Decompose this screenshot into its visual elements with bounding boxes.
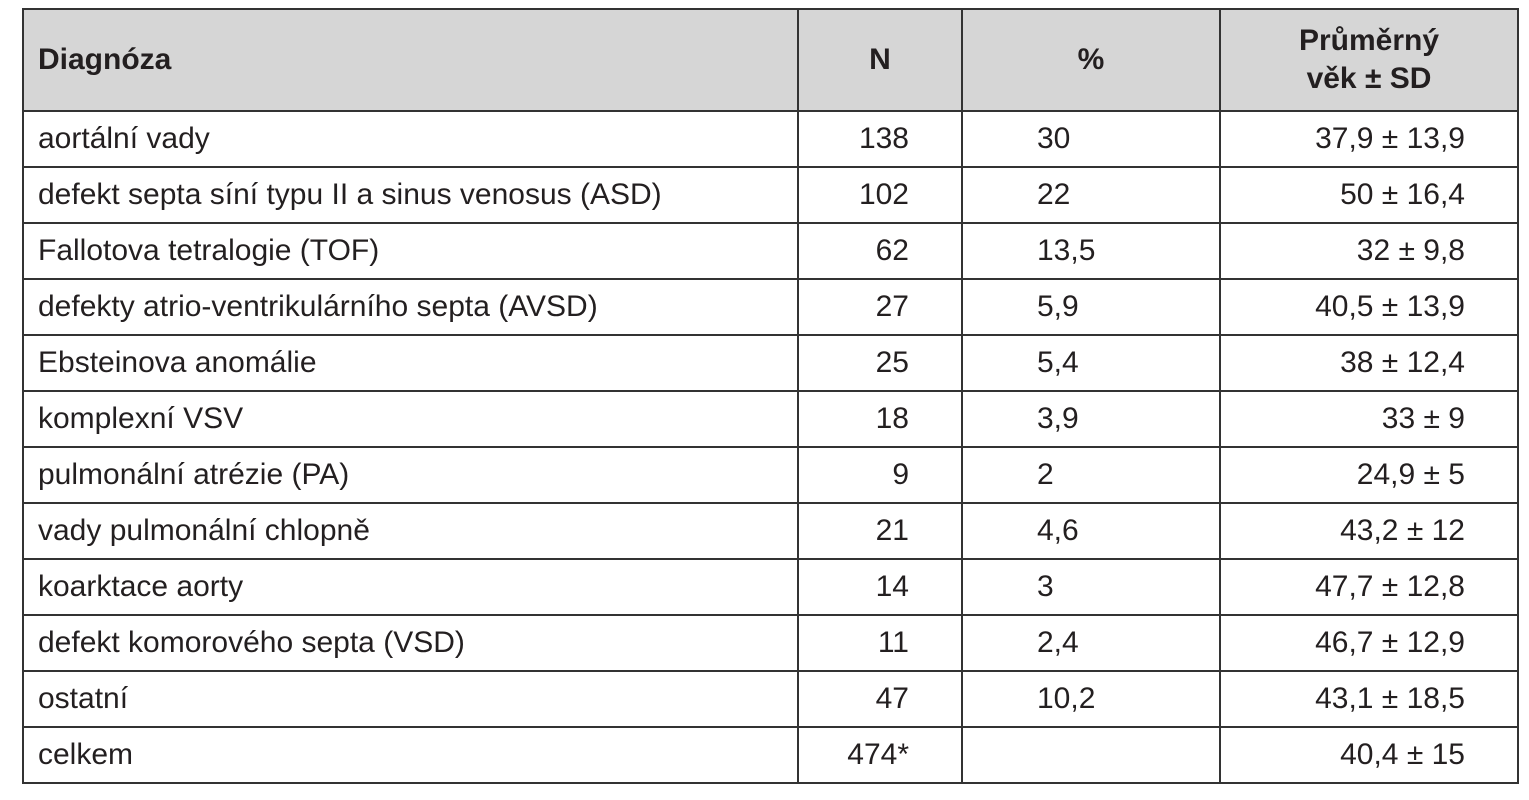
header-cell: % bbox=[961, 8, 1221, 112]
table-cell: 22 bbox=[961, 166, 1221, 224]
table-cell: vady pulmonální chlopně bbox=[22, 502, 799, 560]
table-cell: Fallotova tetralogie (TOF) bbox=[22, 222, 799, 280]
table-cell: 102 bbox=[797, 166, 963, 224]
table-cell: defekt septa síní typu II a sinus venosu… bbox=[22, 166, 799, 224]
table-cell: 62 bbox=[797, 222, 963, 280]
table-cell: 24,9 ± 5 bbox=[1219, 446, 1519, 504]
diagnosis-table: Diagnóza N % Průměrný věk ± SD aortální … bbox=[22, 8, 1519, 784]
table-cell: 40,4 ± 15 bbox=[1219, 726, 1519, 784]
table-cell: 40,5 ± 13,9 bbox=[1219, 278, 1519, 336]
table-row: koarktace aorty 14 3 47,7 ± 12,8 bbox=[22, 558, 1519, 616]
table-row: defekt komorového septa (VSD) 11 2,4 46,7 ±… bbox=[22, 614, 1519, 672]
table-cell: 30 bbox=[961, 110, 1221, 168]
table-row: Ebsteinova anomálie 25 5,4 38 ± 12,4 bbox=[22, 334, 1519, 392]
table-cell: Ebsteinova anomálie bbox=[22, 334, 799, 392]
table-cell: 47 bbox=[797, 670, 963, 728]
table-cell: pulmonální atrézie (PA) bbox=[22, 446, 799, 504]
table-cell bbox=[961, 726, 1221, 784]
table-cell: 2 bbox=[961, 446, 1221, 504]
table-row: komplexní VSV 18 3,9 33 ± 9 bbox=[22, 390, 1519, 448]
header-cell: Diagnóza bbox=[22, 8, 799, 112]
table-cell: 5,9 bbox=[961, 278, 1221, 336]
table-cell: ostatní bbox=[22, 670, 799, 728]
table-cell: defekt komorového septa (VSD) bbox=[22, 614, 799, 672]
table-cell: 9 bbox=[797, 446, 963, 504]
table-cell: 27 bbox=[797, 278, 963, 336]
table-row: aortální vady 138 30 37,9 ± 13,9 bbox=[22, 110, 1519, 168]
table-cell: 21 bbox=[797, 502, 963, 560]
table-cell: 474* bbox=[797, 726, 963, 784]
table-body: aortální vady 138 30 37,9 ± 13,9 defekt sept… bbox=[22, 110, 1519, 784]
table-cell: 25 bbox=[797, 334, 963, 392]
table-cell: 33 ± 9 bbox=[1219, 390, 1519, 448]
table-cell: koarktace aorty bbox=[22, 558, 799, 616]
table-cell: 43,1 ± 18,5 bbox=[1219, 670, 1519, 728]
table-cell: aortální vady bbox=[22, 110, 799, 168]
table-cell: 37,9 ± 13,9 bbox=[1219, 110, 1519, 168]
table-row: vady pulmonální chlopně 21 4,6 43,2 ± 12 bbox=[22, 502, 1519, 560]
table-cell: 43,2 ± 12 bbox=[1219, 502, 1519, 560]
table-cell: 32 ± 9,8 bbox=[1219, 222, 1519, 280]
table-cell: komplexní VSV bbox=[22, 390, 799, 448]
table-cell: 5,4 bbox=[961, 334, 1221, 392]
table-row: ostatní 47 10,2 43,1 ± 18,5 bbox=[22, 670, 1519, 728]
table-cell: 18 bbox=[797, 390, 963, 448]
header-cell: Průměrný věk ± SD bbox=[1219, 8, 1519, 112]
table-row: defekt septa síní typu II a sinus venosu… bbox=[22, 166, 1519, 224]
table-cell: 138 bbox=[797, 110, 963, 168]
table-row: Fallotova tetralogie (TOF) 62 13,5 32 ± 9,8 bbox=[22, 222, 1519, 280]
table-row: pulmonální atrézie (PA) 9 2 24,9 ± 5 bbox=[22, 446, 1519, 504]
table-cell: 13,5 bbox=[961, 222, 1221, 280]
table-cell: 38 ± 12,4 bbox=[1219, 334, 1519, 392]
header-row: Diagnóza N % Průměrný věk ± SD bbox=[22, 8, 1519, 112]
table-cell: 46,7 ± 12,9 bbox=[1219, 614, 1519, 672]
table-cell: 47,7 ± 12,8 bbox=[1219, 558, 1519, 616]
table-cell: 2,4 bbox=[961, 614, 1221, 672]
table-header: Diagnóza N % Průměrný věk ± SD bbox=[22, 8, 1519, 112]
table-cell: 3 bbox=[961, 558, 1221, 616]
table-cell: 50 ± 16,4 bbox=[1219, 166, 1519, 224]
table-cell: 3,9 bbox=[961, 390, 1221, 448]
table-cell: defekty atrio-ventrikulárního septa (AVS… bbox=[22, 278, 799, 336]
table-row: defekty atrio-ventrikulárního septa (AVS… bbox=[22, 278, 1519, 336]
table-cell: 4,6 bbox=[961, 502, 1221, 560]
table-cell: 10,2 bbox=[961, 670, 1221, 728]
table-cell: 11 bbox=[797, 614, 963, 672]
table-row: celkem 474* 40,4 ± 15 bbox=[22, 726, 1519, 784]
table-cell: celkem bbox=[22, 726, 799, 784]
header-cell: N bbox=[797, 8, 963, 112]
table-cell: 14 bbox=[797, 558, 963, 616]
